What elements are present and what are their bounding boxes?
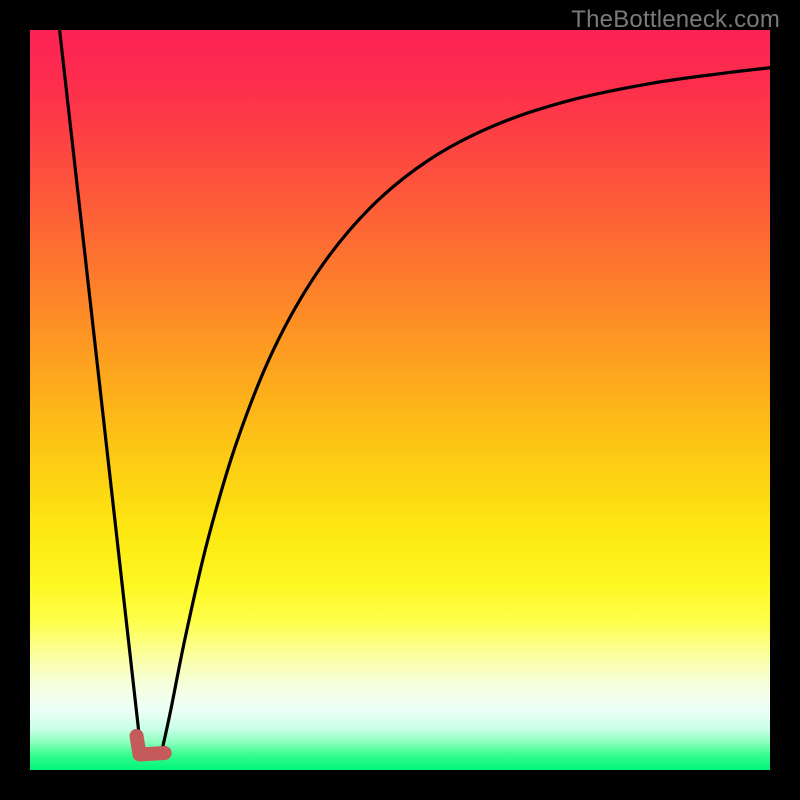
stage: TheBottleneck.com	[0, 0, 800, 800]
chart-background	[30, 30, 770, 770]
bottleneck-chart	[30, 30, 770, 770]
watermark-text: TheBottleneck.com	[571, 6, 780, 34]
